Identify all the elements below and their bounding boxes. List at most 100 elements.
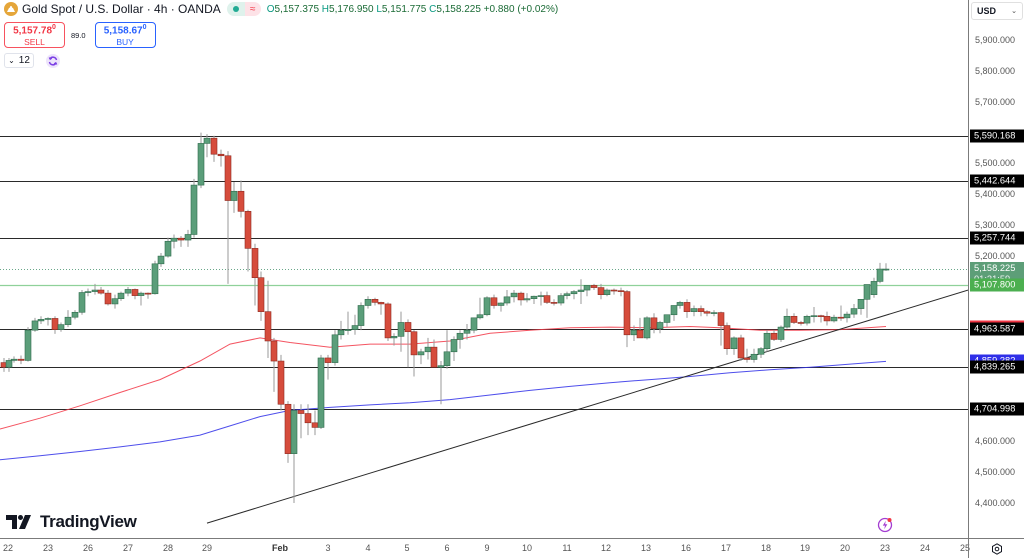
candle-body <box>770 332 778 340</box>
price-tick-label: 4,500.000 <box>975 467 1016 478</box>
candle-body <box>577 289 585 292</box>
candle-body <box>377 302 385 305</box>
time-tick-label: 27 <box>122 543 134 553</box>
candle-body <box>10 358 18 361</box>
time-tick-label: 3 <box>325 543 331 553</box>
trendline <box>206 289 969 524</box>
time-tick-label: 5 <box>404 543 410 553</box>
chevron-down-icon: ⌄ <box>1011 8 1017 15</box>
candle-body <box>777 326 785 340</box>
candle-body <box>384 303 392 339</box>
candle-body <box>817 315 825 317</box>
candle-body <box>876 268 884 282</box>
candle-body <box>497 302 505 306</box>
price-tick-label: 5,800.000 <box>975 65 1016 76</box>
lightning-icon <box>877 517 893 533</box>
candle-body <box>717 312 725 326</box>
candle-body <box>224 155 232 201</box>
candle-body <box>124 289 132 294</box>
candle-body <box>57 324 65 330</box>
price-tag: 5,590.168 <box>970 129 1024 143</box>
candle-body <box>483 297 491 316</box>
indicators-toggle-button[interactable]: ⌄ 12 <box>4 53 34 68</box>
candle-body <box>683 302 691 312</box>
candle-body <box>131 289 139 296</box>
time-tick-label: 16 <box>680 543 692 553</box>
candle-body <box>337 329 345 336</box>
candle-body <box>550 302 558 304</box>
candle-body <box>857 299 865 309</box>
trade-panel: 5,157.780 SELL 89.0 5,158.670 BUY <box>4 22 156 48</box>
candle-body <box>570 291 578 295</box>
market-status-badge[interactable]: ≈ <box>226 2 261 16</box>
close-value: 5,158.225 <box>436 3 481 15</box>
candle-body <box>763 332 771 350</box>
candle-body <box>331 334 339 363</box>
candle-body <box>537 295 545 297</box>
currency-selector[interactable]: USD ⌄ <box>971 2 1023 20</box>
time-tick-label: 4 <box>365 543 371 553</box>
sell-label: SELL <box>24 36 45 47</box>
price-axis[interactable]: USD ⌄ 5,900.000 5,800.000 5,700.000 5,500.0… <box>968 0 1024 538</box>
time-tick-label: 24 <box>919 543 931 553</box>
candle-body <box>371 299 379 303</box>
candle-body <box>284 403 292 454</box>
symbol-title[interactable]: Gold Spot / U.S. Dollar · 4h · OANDA <box>22 2 221 16</box>
chart-settings-button[interactable] <box>968 538 1024 558</box>
candle-body <box>823 315 831 322</box>
candle-body <box>636 329 644 339</box>
candle-body <box>830 316 838 322</box>
price-tag: 4,963.587 <box>970 322 1024 336</box>
candle-body <box>510 292 518 298</box>
candle-body <box>543 295 551 303</box>
candle-body <box>117 292 125 299</box>
tradingview-logo-icon <box>6 515 31 529</box>
time-tick-label: 9 <box>484 543 490 553</box>
price-tick-label: 5,200.000 <box>975 251 1016 262</box>
price-tag: 5,257.744 <box>970 231 1024 245</box>
candle-body <box>663 314 671 323</box>
candle-body <box>882 268 890 271</box>
candle-body <box>757 348 765 355</box>
candle-body <box>390 336 398 339</box>
price-tag: 5,107.800 <box>970 278 1024 292</box>
candle-body <box>91 289 99 292</box>
chart-plot-area[interactable] <box>0 0 969 538</box>
candlestick-chart[interactable] <box>0 0 969 538</box>
candle-body <box>17 358 25 361</box>
candle-body <box>71 311 79 318</box>
time-tick-label: 11 <box>562 543 572 553</box>
candle-body <box>590 285 598 288</box>
candle-body <box>357 305 365 326</box>
sell-button[interactable]: 5,157.780 SELL <box>4 22 65 48</box>
candle-body <box>623 291 631 336</box>
close-label: C <box>429 3 437 15</box>
candle-body <box>230 190 238 201</box>
price-tick-label: 5,400.000 <box>975 189 1016 200</box>
candle-body <box>177 237 185 241</box>
currency-label: USD <box>977 6 997 16</box>
candle-body <box>443 351 451 366</box>
open-value: 5,157.375 <box>274 3 320 15</box>
time-tick-label: 20 <box>839 543 851 553</box>
candle-body <box>317 357 325 428</box>
time-tick-label: 13 <box>640 543 652 553</box>
candle-body <box>837 316 845 319</box>
time-tick-label: 29 <box>201 543 213 553</box>
flash-alert-button[interactable] <box>877 517 893 533</box>
tradingview-logo[interactable]: TradingView <box>6 512 137 532</box>
candle-body <box>843 313 851 319</box>
candle-body <box>723 325 731 349</box>
buy-button[interactable]: 5,158.670 BUY <box>94 22 156 48</box>
candle-body <box>351 325 359 330</box>
candle-body <box>404 322 412 333</box>
candle-body <box>863 284 871 300</box>
candle-body <box>203 137 211 144</box>
candle-body <box>311 422 319 428</box>
candle-body <box>517 292 525 301</box>
candle-body <box>583 285 591 291</box>
candle-body <box>610 289 618 292</box>
refresh-button[interactable] <box>46 53 60 68</box>
candle-body <box>190 184 198 235</box>
time-axis[interactable]: 22 23 26 27 28 29 Feb 3 4 5 6 9 10 11 12 13 16 17 18 19 20 23… <box>0 538 970 558</box>
